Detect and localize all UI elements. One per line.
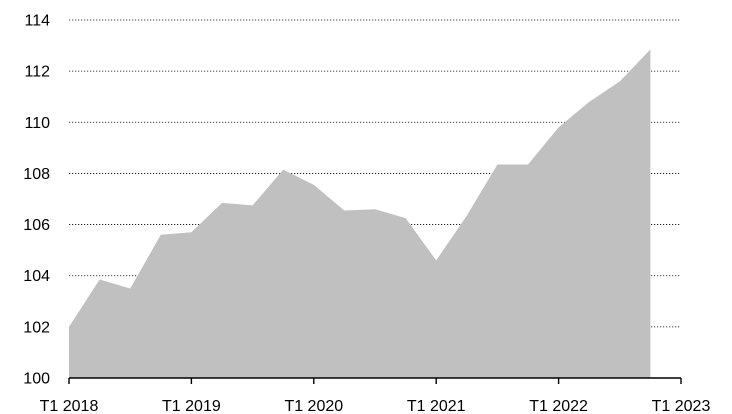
y-tick-label: 104 (23, 268, 50, 285)
x-tick-label: T1 2021 (407, 398, 466, 414)
x-tick-label: T1 2019 (162, 398, 221, 414)
y-tick-label: 102 (23, 319, 50, 336)
x-tick-label: T1 2023 (652, 398, 711, 414)
y-tick-label: 110 (24, 115, 50, 132)
x-tick-label: T1 2018 (40, 398, 99, 414)
x-tick-label: T1 2020 (284, 398, 343, 414)
y-tick-label: 108 (23, 166, 50, 183)
y-tick-label: 106 (23, 217, 50, 234)
x-axis-tick-labels: T1 2018 T1 2019 T1 2020 T1 2021 T1 2022 T1 20… (40, 398, 711, 414)
y-tick-label: 114 (24, 13, 50, 30)
y-tick-label: 100 (23, 371, 50, 388)
y-axis-tick-labels: 100 102 104 106 108 110 112 114 (23, 13, 50, 388)
x-tick-label: T1 2022 (529, 398, 588, 414)
axes (68, 377, 682, 384)
y-tick-label: 112 (24, 64, 50, 81)
area-series (69, 49, 651, 379)
